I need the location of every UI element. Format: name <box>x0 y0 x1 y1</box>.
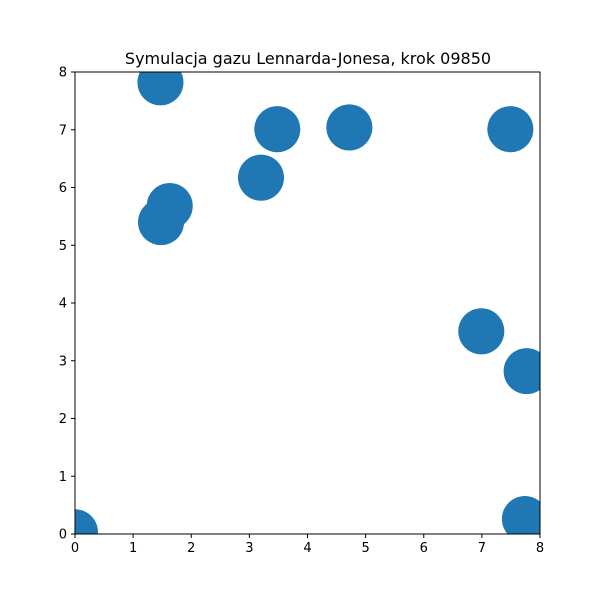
x-tick-label: 6 <box>420 541 428 556</box>
y-tick-label: 4 <box>59 297 67 312</box>
data-point-8 <box>458 308 505 355</box>
x-tick-label: 0 <box>71 541 79 556</box>
y-tick-label: 5 <box>59 239 67 254</box>
x-tick-label: 8 <box>536 541 544 556</box>
data-point-3 <box>138 199 185 246</box>
y-tick-label: 0 <box>59 528 67 543</box>
data-point-5 <box>254 106 301 153</box>
scatter-points <box>75 72 540 534</box>
x-tick-label: 4 <box>303 541 311 556</box>
y-tick-label: 7 <box>59 123 67 138</box>
data-point-1 <box>137 72 184 106</box>
x-tick-label: 2 <box>187 541 195 556</box>
data-point-9 <box>503 348 540 395</box>
y-tick-label: 6 <box>59 181 67 196</box>
data-point-4 <box>237 154 285 201</box>
x-tick-label: 5 <box>361 541 369 556</box>
x-tick-label: 1 <box>129 541 137 556</box>
x-tick-label: 3 <box>245 541 253 556</box>
y-tick-label: 8 <box>59 66 67 81</box>
y-axis: 0 1 2 3 4 5 6 7 8 <box>59 66 75 543</box>
y-tick-label: 3 <box>59 354 67 369</box>
data-point-10 <box>501 495 540 534</box>
y-tick-label: 1 <box>59 470 67 485</box>
data-point-6 <box>326 104 373 151</box>
plot-frame <box>74 71 541 535</box>
data-point-7 <box>487 106 534 153</box>
data-point-0 <box>75 509 99 534</box>
y-tick-label: 2 <box>59 412 67 427</box>
x-axis: 0 1 2 3 4 5 6 7 8 <box>71 534 544 556</box>
x-tick-label: 7 <box>478 541 486 556</box>
chart-title: Symulacja gazu Lennarda-Jonesa, krok 098… <box>125 49 491 68</box>
